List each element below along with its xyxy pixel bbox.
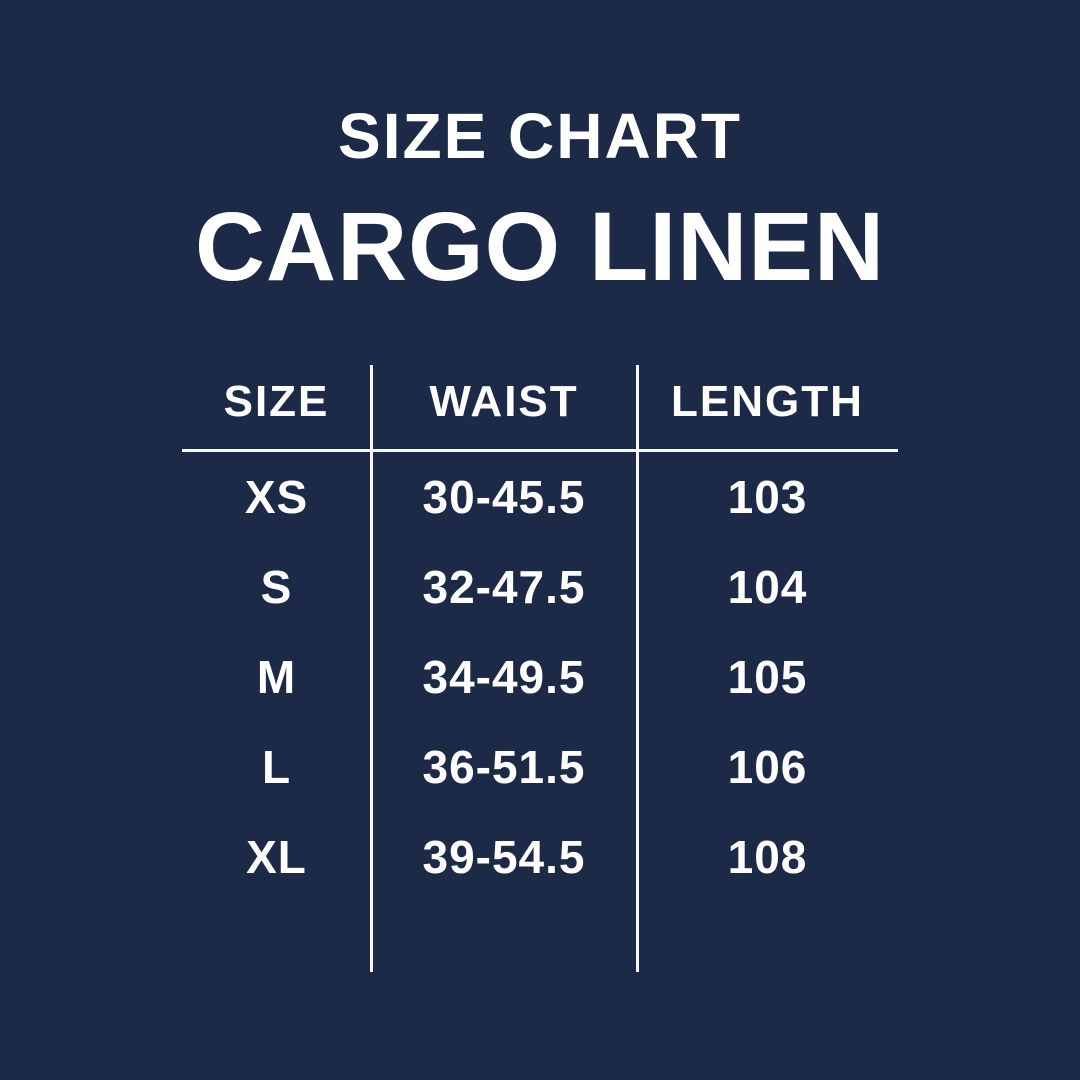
table-header-row: SIZE WAIST LENGTH [182, 365, 898, 449]
length-cell: 104 [727, 561, 808, 613]
length-cell: 103 [727, 471, 808, 523]
column-header-waist: WAIST [429, 377, 579, 426]
waist-cell: 30-45.5 [422, 471, 586, 523]
table-body: XS 30-45.5 103 S 32-47.5 104 M 34-49.5 1… [182, 452, 898, 902]
column-divider-line-left [370, 365, 373, 972]
length-cell: 106 [727, 741, 808, 793]
size-cell: S [260, 561, 293, 613]
size-cell: L [261, 741, 292, 793]
size-table: SIZE WAIST LENGTH XS 30-45.5 103 S 32-47… [182, 365, 898, 972]
waist-cell: 39-54.5 [422, 831, 586, 883]
size-cell: XS [244, 471, 309, 523]
waist-cell: 32-47.5 [422, 561, 586, 613]
table-row: S 32-47.5 104 [182, 542, 898, 632]
length-cell: 108 [727, 831, 808, 883]
table-row: XL 39-54.5 108 [182, 812, 898, 902]
table-row: M 34-49.5 105 [182, 632, 898, 722]
waist-cell: 34-49.5 [422, 651, 586, 703]
column-header-size: SIZE [223, 377, 330, 426]
size-cell: M [256, 651, 297, 703]
table-row: XS 30-45.5 103 [182, 452, 898, 542]
table-row: L 36-51.5 106 [182, 722, 898, 812]
waist-cell: 36-51.5 [422, 741, 586, 793]
size-cell: XL [246, 831, 307, 883]
column-divider-line-right [636, 365, 639, 972]
header-divider-line [182, 449, 898, 452]
column-header-length: LENGTH [671, 377, 864, 426]
length-cell: 105 [727, 651, 808, 703]
chart-subtitle: SIZE CHART [338, 100, 742, 172]
product-title: CARGO LINEN [195, 192, 885, 301]
